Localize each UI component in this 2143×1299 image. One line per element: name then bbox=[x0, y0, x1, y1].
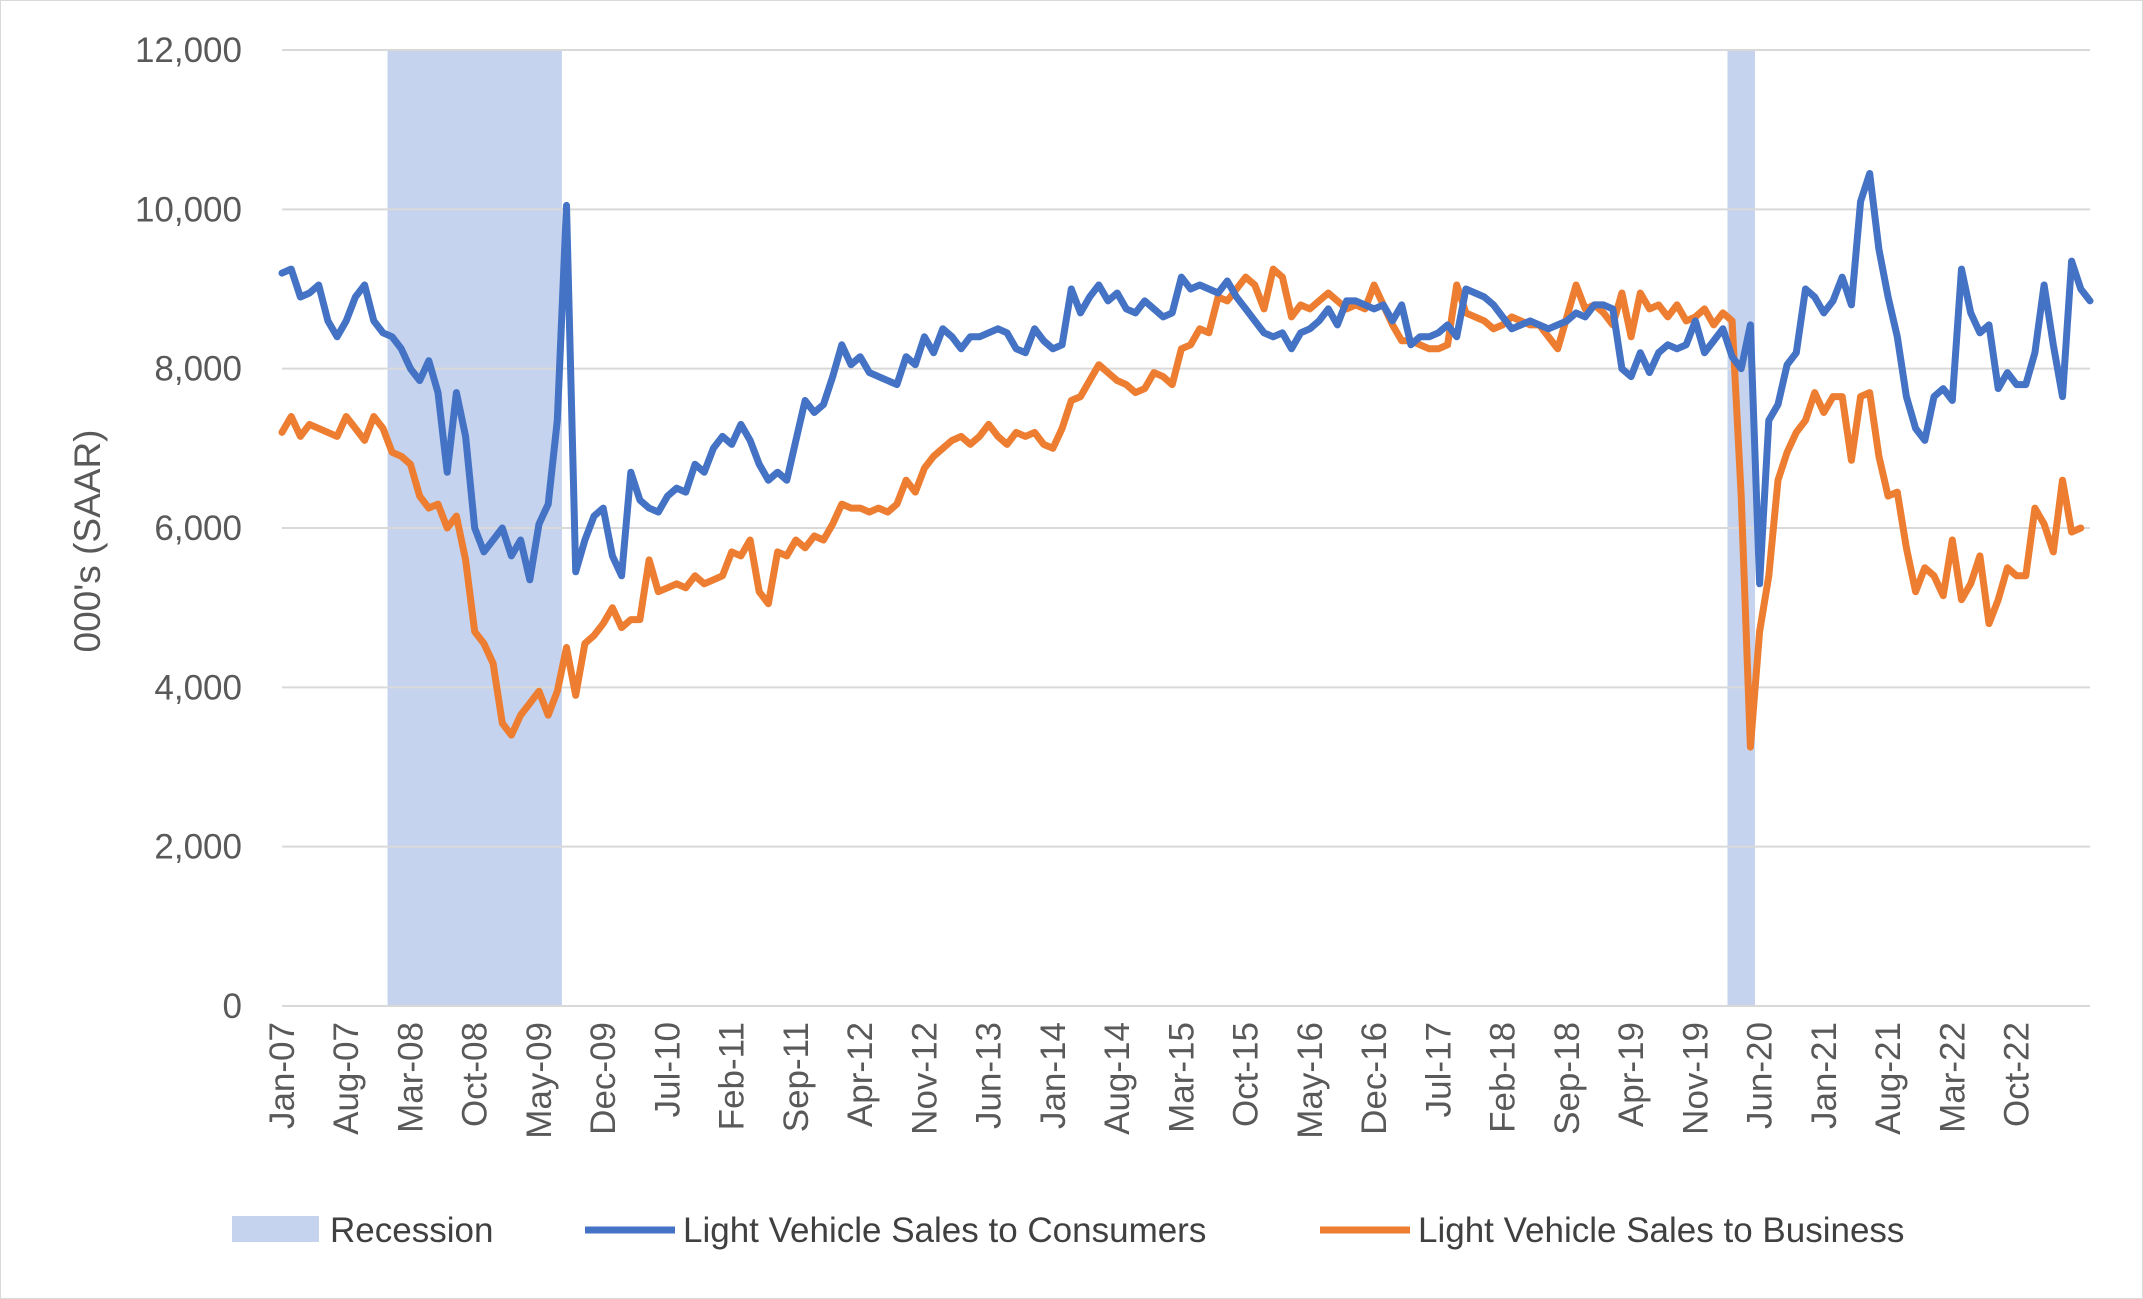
series-lines bbox=[278, 170, 2094, 751]
x-tick-label: May-16 bbox=[1291, 1022, 1330, 1139]
x-tick-label: Jul-17 bbox=[1419, 1022, 1458, 1117]
x-tick-label: Jan-07 bbox=[263, 1022, 302, 1129]
x-axis-ticks: Jan-07 Aug-07 Mar-08 Oct-08 May-09 Dec-09 Jul-… bbox=[263, 1022, 2037, 1139]
legend: Recession Light Vehicle Sales to Consumer… bbox=[232, 1211, 1904, 1250]
legend-label-recession: Recession bbox=[330, 1211, 493, 1250]
x-tick-label: Jan-21 bbox=[1805, 1022, 1844, 1129]
legend-label-consumers: Light Vehicle Sales to Consumers bbox=[683, 1211, 1206, 1250]
y-tick-label: 12,000 bbox=[135, 31, 242, 70]
x-tick-label: Jul-10 bbox=[648, 1022, 687, 1117]
x-tick-label: Oct-22 bbox=[1998, 1022, 2037, 1127]
y-tick-label: 6,000 bbox=[154, 509, 242, 548]
y-tick-label: 2,000 bbox=[154, 828, 242, 867]
x-tick-label: Oct-15 bbox=[1227, 1022, 1266, 1127]
x-tick-label: Jan-14 bbox=[1034, 1022, 1073, 1129]
x-tick-label: Aug-07 bbox=[327, 1022, 366, 1135]
y-tick-label: 10,000 bbox=[135, 190, 242, 229]
y-axis-ticks: 0 2,000 4,000 6,000 8,000 10,000 12,000 bbox=[135, 31, 242, 1026]
x-tick-label: Feb-11 bbox=[713, 1022, 752, 1130]
x-tick-label: Oct-08 bbox=[456, 1022, 495, 1127]
x-tick-label: Jun-20 bbox=[1741, 1022, 1780, 1129]
y-tick-label: 4,000 bbox=[154, 668, 242, 707]
x-tick-label: Apr-19 bbox=[1612, 1022, 1651, 1127]
x-tick-label: Sep-11 bbox=[777, 1022, 816, 1132]
gridlines bbox=[282, 49, 2090, 1007]
x-tick-label: Aug-14 bbox=[1098, 1022, 1137, 1135]
x-tick-label: Aug-21 bbox=[1869, 1022, 1908, 1135]
y-tick-label: 0 bbox=[223, 987, 242, 1026]
x-tick-label: Mar-15 bbox=[1162, 1022, 1201, 1133]
x-tick-label: Mar-08 bbox=[391, 1022, 430, 1133]
series-line-light-vehicle-sales-to-business bbox=[278, 265, 2085, 751]
x-tick-label: Apr-12 bbox=[841, 1022, 880, 1127]
x-tick-label: Dec-16 bbox=[1355, 1022, 1394, 1135]
x-tick-label: Feb-18 bbox=[1484, 1022, 1523, 1133]
x-tick-label: Nov-19 bbox=[1676, 1022, 1715, 1135]
x-tick-label: Nov-12 bbox=[905, 1022, 944, 1135]
x-tick-label: Mar-22 bbox=[1933, 1022, 1972, 1133]
legend-label-business: Light Vehicle Sales to Business bbox=[1418, 1211, 1904, 1250]
y-axis-title: 000's (SAAR) bbox=[67, 430, 108, 653]
x-tick-label: Sep-18 bbox=[1548, 1022, 1587, 1135]
x-tick-label: May-09 bbox=[520, 1022, 559, 1139]
series-line-light-vehicle-sales-to-consumers bbox=[278, 170, 2094, 588]
x-tick-label: Jun-13 bbox=[970, 1022, 1009, 1129]
x-tick-label: Dec-09 bbox=[584, 1022, 623, 1135]
y-tick-label: 8,000 bbox=[154, 350, 242, 389]
legend-swatch-recession bbox=[232, 1216, 319, 1242]
